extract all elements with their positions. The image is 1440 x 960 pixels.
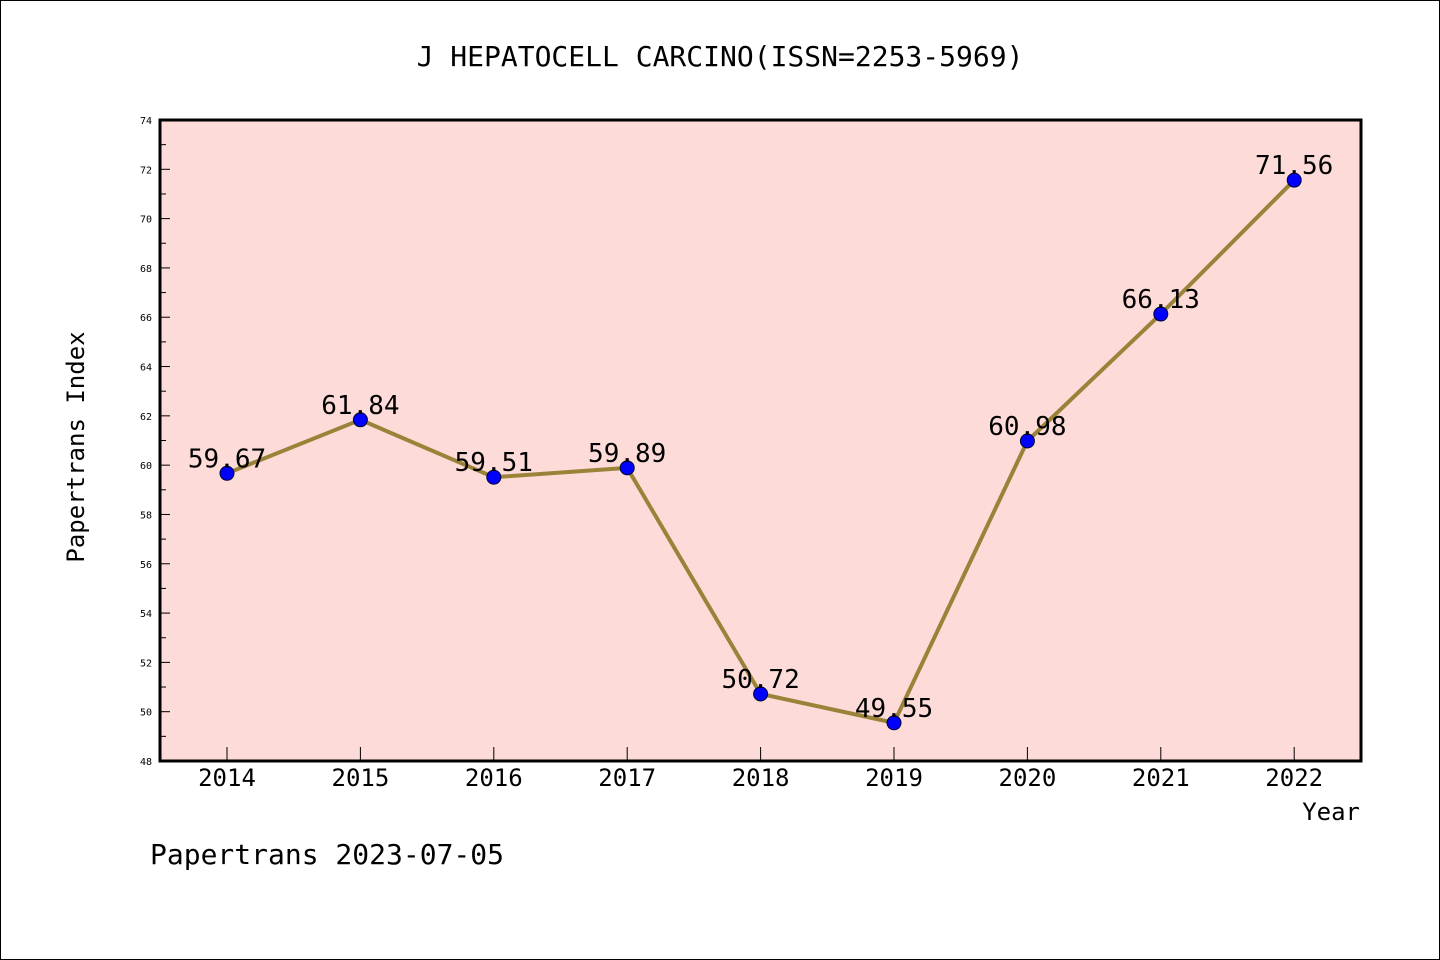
- y-tick-label: 48: [140, 757, 152, 768]
- data-label: 66.13: [1122, 285, 1200, 315]
- series-layer: [219, 172, 1302, 731]
- plot-border: [158, 118, 1363, 763]
- data-point: [1286, 172, 1302, 188]
- x-tick-label: 2018: [732, 764, 790, 792]
- data-label: 59.89: [588, 439, 666, 469]
- x-tick-label: 2015: [332, 764, 390, 792]
- data-point: [753, 686, 769, 702]
- x-axis: 2014 2015 2016 2017 2018 2019 2020 2021 2022: [198, 747, 1323, 792]
- x-tick-label: 2016: [465, 764, 523, 792]
- y-tick-label: 62: [140, 412, 152, 423]
- y-tick-label: 68: [140, 264, 152, 275]
- y-tick-label: 66: [140, 313, 152, 324]
- data-label: 49.55: [855, 694, 933, 724]
- data-point: [1153, 306, 1169, 322]
- y-tick-label: 74: [140, 116, 152, 127]
- y-tick-label: 54: [140, 609, 152, 620]
- y-tick-label: 58: [140, 510, 152, 521]
- x-tick-label: 2014: [198, 764, 256, 792]
- plot-area: [160, 120, 1361, 761]
- x-tick-label: 2021: [1132, 764, 1190, 792]
- data-label: 50.72: [721, 665, 799, 695]
- y-tick-label: 70: [140, 215, 152, 226]
- x-tick-label: 2017: [598, 764, 656, 792]
- data-label: 61.84: [321, 391, 399, 421]
- data-point: [219, 465, 235, 481]
- data-point: [352, 412, 368, 428]
- data-label-layer: 59.67 61.84 59.51 59.89 50.72 49.55 60.98 66.13…: [188, 151, 1333, 724]
- x-tick-label: 2020: [999, 764, 1057, 792]
- x-axis-label: Year: [1302, 798, 1360, 826]
- y-tick-label: 60: [140, 461, 152, 472]
- data-point: [486, 469, 502, 485]
- y-tick-label: 64: [140, 363, 152, 374]
- chart-title: J HEPATOCELL CARCINO(ISSN=2253-5969): [417, 40, 1024, 73]
- data-label: 71.56: [1255, 151, 1333, 181]
- y-tick-label: 72: [140, 165, 152, 176]
- data-point: [619, 460, 635, 476]
- y-tick-label: 56: [140, 560, 152, 571]
- footer-text: Papertrans 2023-07-05: [150, 838, 504, 871]
- x-tick-label: 2022: [1265, 764, 1323, 792]
- y-tick-label: 50: [140, 708, 152, 719]
- data-point: [1019, 433, 1035, 449]
- data-point: [886, 715, 902, 731]
- data-label: 60.98: [988, 412, 1066, 442]
- data-label: 59.67: [188, 444, 266, 474]
- y-axis-label: Papertrans Index: [62, 331, 90, 562]
- data-label: 59.51: [455, 448, 533, 478]
- x-tick-label: 2019: [865, 764, 923, 792]
- y-tick-label: 52: [140, 658, 152, 669]
